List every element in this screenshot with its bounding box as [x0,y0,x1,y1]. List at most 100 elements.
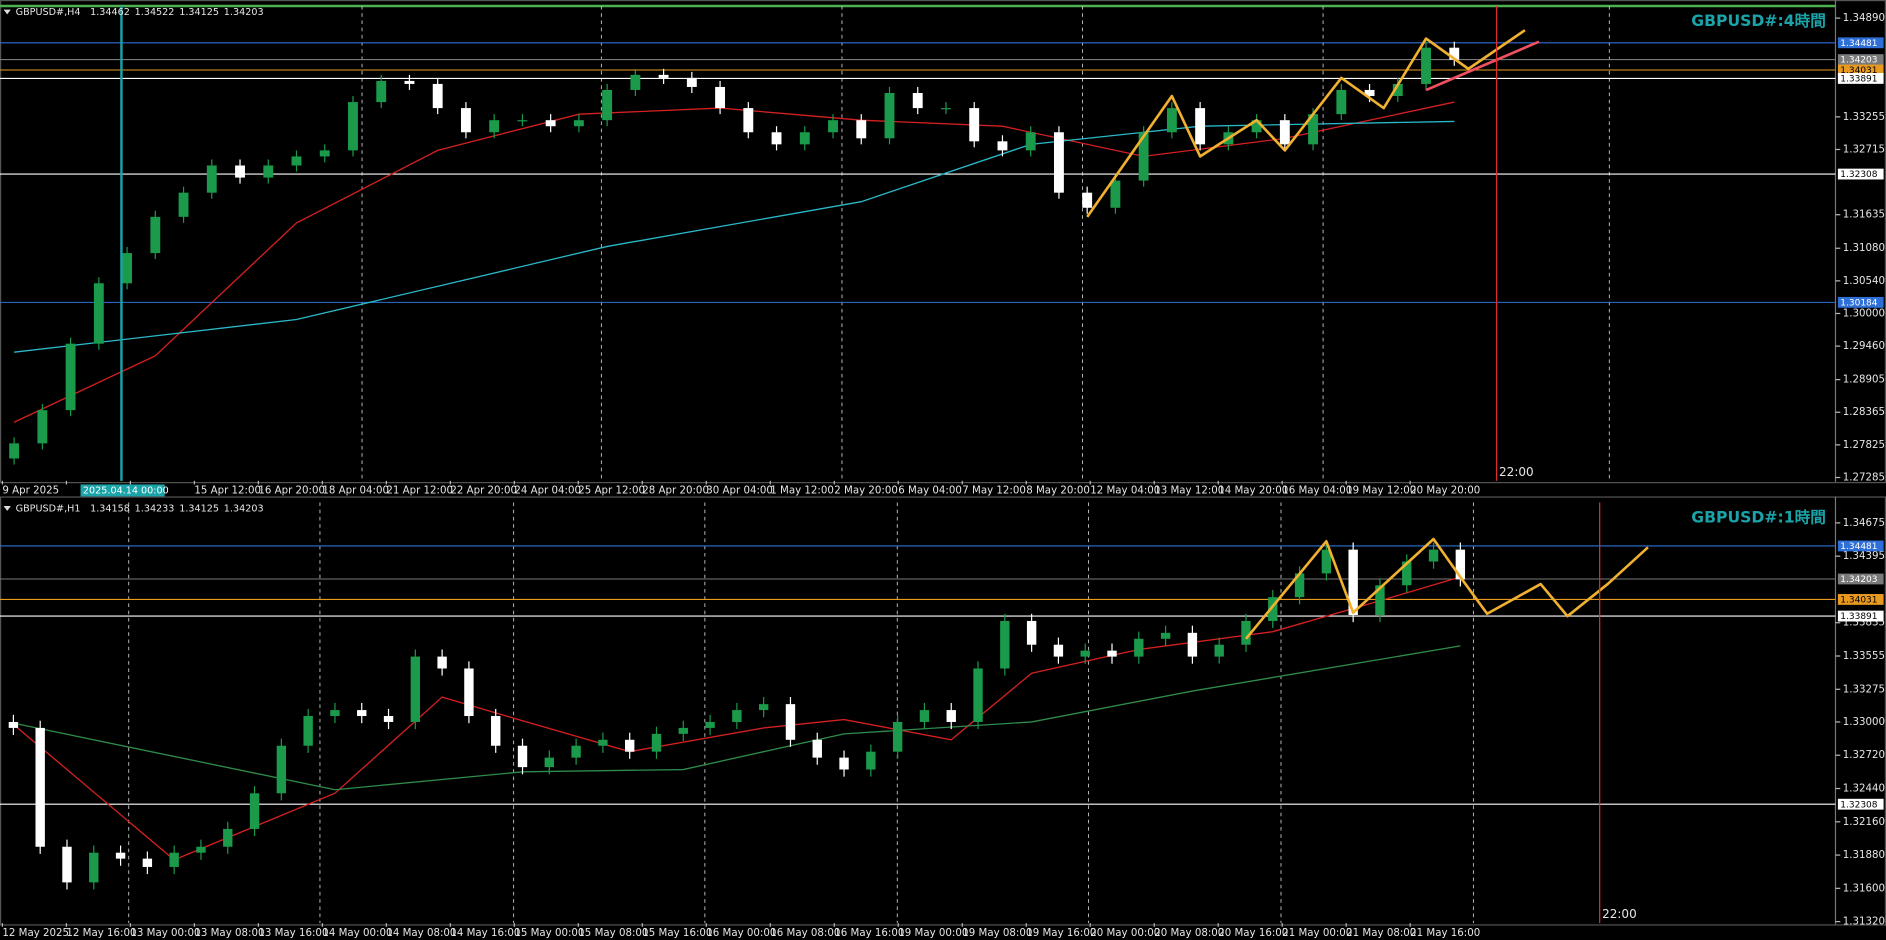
candle-body [545,120,556,127]
y-tick-label: 1.33835 [1843,618,1885,629]
candle-body [1279,120,1290,145]
candle-body [517,120,528,122]
candle-body [828,120,838,133]
y-tick-label: 1.31600 [1843,883,1885,894]
candle-body [1348,549,1358,616]
x-tick-label: 14 May 16:00 [450,928,520,939]
candle-body [715,86,726,109]
candle-body [884,92,895,139]
x-tick-label: 12 May 2025 [2,928,69,939]
collapse-arrow [3,506,11,511]
x-tick-label: 14 May 00:00 [322,928,392,939]
y-tick-label: 1.34395 [1843,551,1885,562]
candle-body [997,141,1008,151]
candle-body [196,846,206,853]
price-level-box [1837,168,1884,180]
candle-body [319,150,330,157]
candle-body [1294,573,1305,598]
candle-body [573,120,584,127]
x-tick-label: 20 May 08:00 [1154,928,1224,939]
candle-body [235,165,245,178]
y-tick-label: 1.29460 [1843,341,1885,352]
symbol-title: GBPUSD#,H1 [16,503,81,514]
candle-body [1392,83,1403,97]
x-tick-label: 20 May 00:00 [1090,928,1160,939]
candle-body [630,74,641,90]
candle-body [357,710,367,717]
candle-body [1375,585,1385,616]
candle-body [912,92,923,109]
y-tick-label: 1.31080 [1843,243,1885,254]
candle-body [263,165,274,178]
candle-body [1251,120,1262,133]
candle-body [404,80,415,84]
collapse-arrow [3,9,11,15]
candle-body [705,721,715,728]
x-tick-label: 14 May 20:00 [1218,485,1288,496]
candle-body [1026,620,1037,645]
candle-body [330,710,340,717]
x-tick-label: 14 May 08:00 [386,928,456,939]
cursor-label-box [80,484,165,497]
quote-value: 1.34203 [224,7,264,18]
candle-body [249,793,260,829]
x-tick-label: 18 Apr 04:00 [322,485,389,496]
x-tick-label: 22 Apr 20:00 [450,485,517,496]
candle-body [1268,597,1278,621]
y-tick-label: 1.28905 [1843,375,1885,386]
candle-body [460,108,471,133]
candle-body [1449,47,1460,60]
quote-value: 1.34522 [135,7,175,18]
x-tick-label: 15 May 00:00 [514,928,584,939]
candle-body [785,704,796,740]
timeframe-label: GBPUSD#:1時間 [1691,508,1826,527]
candle-body [892,721,903,752]
y-tick-label: 1.34890 [1843,13,1885,24]
candle-body [62,846,72,883]
candle-body [812,739,822,758]
candle-body [941,108,951,110]
candle-body [686,77,697,87]
y-tick-label: 1.30000 [1843,308,1885,319]
candle-body [758,704,769,711]
price-level-box [1837,37,1884,49]
price-level-label: 1.33891 [1840,612,1877,622]
candle-body [919,710,930,722]
candle-body [8,721,19,728]
x-tick-label: 15 May 16:00 [642,928,712,939]
x-tick-label: 20 May 20:00 [1410,485,1480,496]
x-tick-label: 13 May 16:00 [258,928,328,939]
y-tick-label: 1.32720 [1843,750,1885,761]
y-tick-label: 1.32160 [1843,817,1885,828]
candle-body [65,343,76,411]
candle-body [1402,561,1412,586]
time-marker-label: 22:00 [1499,465,1534,479]
x-tick-label: 16 May 08:00 [770,928,840,939]
candle-body [1364,89,1375,97]
candle-body [9,443,20,459]
panel-frame [0,496,1886,926]
candle-body [489,120,500,133]
chart-header: GBPUSD#,H4 1.34462 1.34522 1.34125 1.34203 [16,7,264,18]
price-level-label: 1.34203 [1840,575,1877,585]
timeframe-label: GBPUSD#:4時間 [1691,11,1826,30]
x-tick-label: 19 May 16:00 [1026,928,1096,939]
y-tick-label: 1.28365 [1843,407,1885,418]
x-tick-label: 12 May 16:00 [66,928,136,939]
y-tick-label: 1.27825 [1843,440,1885,451]
price-level-label: 1.30184 [1840,298,1878,308]
x-tick-label: 16 May 04:00 [1282,485,1352,496]
x-tick-label: 13 May 00:00 [130,928,200,939]
candle-body [1138,132,1149,181]
candle-body [1134,638,1144,657]
candle-body [1082,192,1093,208]
candle-body [303,716,313,746]
candle-body [1321,549,1332,574]
price-level-label: 1.34481 [1840,39,1877,49]
candle-body [432,83,443,109]
candle-body [1214,644,1224,657]
candle-body [651,733,662,752]
candle-body [150,216,161,254]
